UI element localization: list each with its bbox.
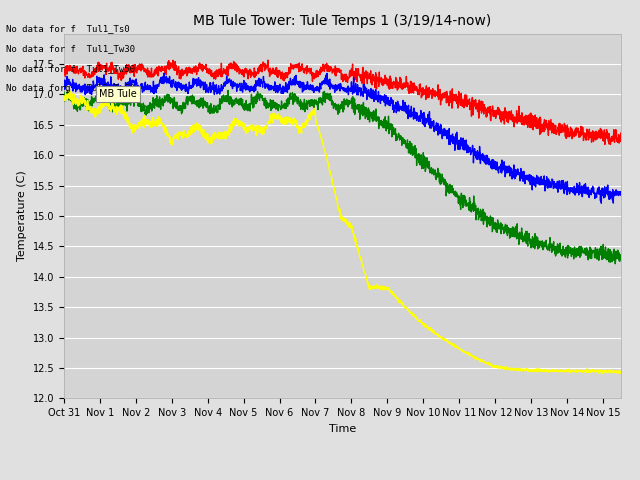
Y-axis label: Temperature (C): Temperature (C) — [17, 170, 27, 262]
X-axis label: Time: Time — [329, 424, 356, 433]
Text: No data forg   Tul1_Tw60: No data forg Tul1_Tw60 — [6, 84, 136, 94]
Title: MB Tule Tower: Tule Temps 1 (3/19/14-now): MB Tule Tower: Tule Temps 1 (3/19/14-now… — [193, 14, 492, 28]
Text: No data for f  Tul1_Tw50: No data for f Tul1_Tw50 — [6, 64, 136, 73]
Text: No data for f  Tul1_Ts0: No data for f Tul1_Ts0 — [6, 24, 130, 33]
Text: MB Tule: MB Tule — [99, 89, 137, 99]
Legend: Tul1_Ts-32, Tul1_Ts-16, Tul1_Ts-8, Tul1_Tw+10: Tul1_Ts-32, Tul1_Ts-16, Tul1_Ts-8, Tul1_… — [145, 475, 540, 480]
Text: No data for f  Tul1_Tw30: No data for f Tul1_Tw30 — [6, 44, 136, 53]
